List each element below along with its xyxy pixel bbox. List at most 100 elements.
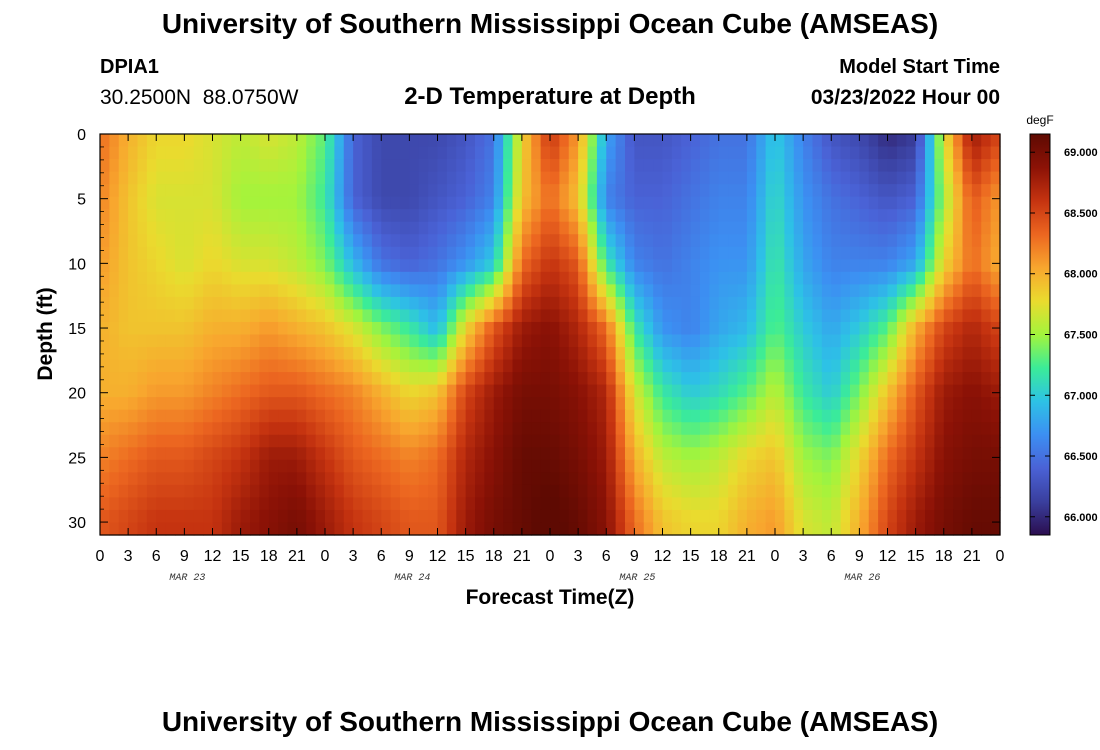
heatmap-cell bbox=[878, 184, 889, 198]
heatmap-cell bbox=[409, 397, 420, 411]
heatmap-cell bbox=[540, 321, 551, 336]
heatmap-cell bbox=[859, 522, 870, 536]
heatmap-cell bbox=[728, 359, 739, 373]
heatmap-cell bbox=[400, 171, 410, 185]
heatmap-cell bbox=[831, 422, 842, 436]
heatmap-cell bbox=[428, 484, 439, 499]
heatmap-cell bbox=[681, 409, 692, 423]
heatmap-cell bbox=[709, 234, 720, 248]
heatmap-cell bbox=[634, 246, 645, 260]
heatmap-cell bbox=[315, 321, 326, 336]
heatmap-cell bbox=[343, 422, 354, 436]
heatmap-cell bbox=[212, 497, 223, 511]
heatmap-cell bbox=[784, 347, 795, 361]
heatmap-cell bbox=[606, 171, 617, 185]
heatmap-cell bbox=[737, 372, 748, 386]
heatmap-cell bbox=[737, 171, 748, 185]
heatmap-cell bbox=[578, 221, 589, 235]
heatmap-cell bbox=[109, 372, 120, 386]
heatmap-cell bbox=[578, 497, 589, 511]
heatmap-cell bbox=[878, 484, 889, 499]
heatmap-cell bbox=[137, 246, 148, 260]
heatmap-cell bbox=[934, 284, 945, 298]
heatmap-cell bbox=[240, 146, 251, 160]
heatmap-cell bbox=[943, 234, 954, 248]
heatmap-cell bbox=[418, 497, 429, 511]
heatmap-cell bbox=[868, 134, 879, 148]
heatmap-cell bbox=[625, 234, 635, 248]
heatmap-cell bbox=[212, 296, 223, 311]
heatmap-cell bbox=[587, 497, 598, 511]
heatmap-cell bbox=[718, 509, 729, 524]
heatmap-cell bbox=[671, 159, 682, 173]
heatmap-cell bbox=[568, 347, 579, 361]
heatmap-cell bbox=[362, 447, 373, 461]
heatmap-cell bbox=[484, 359, 495, 373]
heatmap-cell bbox=[165, 447, 176, 461]
heatmap-cell bbox=[793, 497, 804, 511]
heatmap-cell bbox=[943, 459, 954, 473]
heatmap-cell bbox=[812, 384, 823, 398]
heatmap-cell bbox=[325, 484, 335, 499]
heatmap-cell bbox=[690, 221, 701, 235]
heatmap-cell bbox=[709, 159, 720, 173]
heatmap-cell bbox=[728, 184, 739, 198]
heatmap-cell bbox=[240, 296, 251, 311]
heatmap-cell bbox=[868, 472, 879, 486]
heatmap-cell bbox=[362, 522, 373, 536]
heatmap-cell bbox=[428, 434, 439, 448]
heatmap-cell bbox=[850, 196, 860, 210]
heatmap-cell bbox=[906, 384, 917, 398]
heatmap-cell bbox=[203, 459, 214, 473]
heatmap-cell bbox=[981, 447, 992, 461]
heatmap-cell bbox=[915, 522, 926, 536]
heatmap-cell bbox=[175, 134, 185, 148]
heatmap-cell bbox=[484, 484, 495, 499]
heatmap-cell bbox=[475, 347, 485, 361]
heatmap-cell bbox=[765, 484, 776, 499]
heatmap-cell bbox=[456, 309, 467, 323]
heatmap-cell bbox=[400, 384, 410, 398]
heatmap-cell bbox=[353, 321, 364, 336]
heatmap-cell bbox=[268, 184, 279, 198]
heatmap-cell bbox=[550, 334, 560, 348]
heatmap-cell bbox=[962, 422, 973, 436]
heatmap-cell bbox=[465, 397, 476, 411]
heatmap-cell bbox=[512, 259, 523, 273]
heatmap-cell bbox=[728, 321, 739, 336]
heatmap-cell bbox=[634, 509, 645, 524]
heatmap-cell bbox=[315, 221, 326, 235]
heatmap-cell bbox=[990, 309, 1001, 323]
heatmap-cell bbox=[643, 422, 654, 436]
heatmap-cell bbox=[971, 422, 982, 436]
heatmap-cell bbox=[568, 384, 579, 398]
heatmap-cell bbox=[343, 347, 354, 361]
heatmap-cell bbox=[493, 209, 504, 223]
heatmap-cell bbox=[437, 159, 448, 173]
heatmap-cell bbox=[343, 372, 354, 386]
heatmap-cell bbox=[325, 221, 335, 235]
heatmap-cell bbox=[512, 146, 523, 160]
colorbar-label: 68.500 bbox=[1064, 208, 1098, 220]
heatmap-cell bbox=[475, 447, 485, 461]
heatmap-cell bbox=[381, 259, 392, 273]
heatmap-cell bbox=[915, 209, 926, 223]
heatmap-cell bbox=[625, 259, 635, 273]
heatmap-cell bbox=[812, 259, 823, 273]
heatmap-cell bbox=[681, 497, 692, 511]
heatmap-cell bbox=[587, 522, 598, 536]
heatmap-cell bbox=[962, 221, 973, 235]
heatmap-cell bbox=[775, 221, 785, 235]
heatmap-cell bbox=[690, 372, 701, 386]
heatmap-cell bbox=[540, 159, 551, 173]
heatmap-cell bbox=[587, 271, 598, 285]
heatmap-cell bbox=[596, 259, 607, 273]
heatmap-cell bbox=[653, 334, 664, 348]
heatmap-cell bbox=[962, 484, 973, 499]
heatmap-cell bbox=[512, 221, 523, 235]
heatmap-cell bbox=[268, 422, 279, 436]
heatmap-cell bbox=[953, 409, 964, 423]
heatmap-cell bbox=[671, 259, 682, 273]
heatmap-cell bbox=[971, 459, 982, 473]
heatmap-cell bbox=[390, 146, 401, 160]
